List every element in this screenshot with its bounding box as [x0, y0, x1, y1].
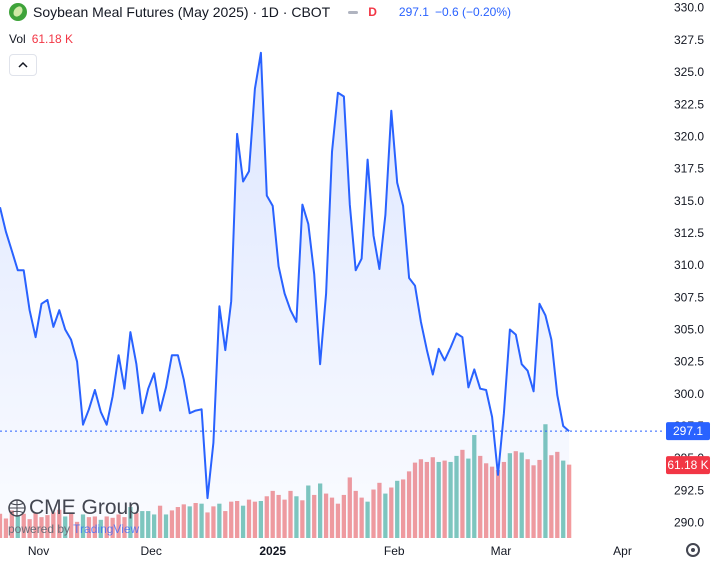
volume-value: 61.18 K [31, 32, 74, 46]
price-change: −0.6 (−0.20%) [434, 5, 511, 19]
y-tick-label: 312.5 [674, 226, 704, 240]
price-line [0, 51, 570, 500]
y-tick-label: 325.0 [674, 65, 704, 79]
y-tick-label: 305.0 [674, 322, 704, 336]
x-tick-label: Dec [141, 544, 162, 558]
watermark-powered: powered by [8, 522, 71, 536]
y-tick-label: 330.0 [674, 1, 704, 15]
symbol-title[interactable]: Soybean Meal Futures (May 2025) · 1D · C… [33, 4, 331, 20]
x-tick-label: Mar [491, 544, 512, 558]
y-tick-label: 322.5 [674, 97, 704, 111]
cme-globe-icon [8, 499, 26, 517]
y-tick-label: 302.5 [674, 355, 704, 369]
chevron-up-icon [18, 61, 28, 68]
y-tick-label: 317.5 [674, 162, 704, 176]
delayed-flag: D [368, 5, 377, 19]
last-price: 297.1 [398, 5, 429, 19]
volume-legend: Vol 61.18 K [9, 32, 73, 46]
y-tick-label: 300.0 [674, 387, 704, 401]
volume-badge: 61.18 K [667, 458, 708, 472]
y-tick-label: 327.5 [674, 33, 704, 47]
watermark-brand: CME Group [29, 496, 140, 519]
y-tick-label: 320.0 [674, 129, 704, 143]
chart-header: Soybean Meal Futures (May 2025) · 1D · C… [0, 0, 517, 24]
last-price-badge-bg [666, 422, 710, 441]
volume-label: Vol [9, 32, 26, 46]
axis-badges: 297.1 61.18 K [666, 422, 710, 475]
watermark: CME Group powered by TradingView [8, 496, 140, 536]
y-tick-label: 315.0 [674, 194, 704, 208]
settings-gear-icon[interactable] [686, 543, 700, 557]
y-tick-label: 292.5 [674, 483, 704, 497]
y-axis[interactable]: 290.0292.5295.0297.5300.0302.5305.0307.5… [674, 1, 704, 530]
last-price-badge: 297.1 [673, 424, 703, 438]
x-tick-label: Feb [384, 544, 405, 558]
collapse-legend-button[interactable] [9, 54, 37, 76]
x-axis[interactable]: Nov Dec 2025 Feb Mar Apr [28, 544, 632, 558]
x-tick-label: 2025 [259, 544, 286, 558]
watermark-tradingview: TradingView [73, 522, 140, 536]
volume-badge-bg [666, 456, 710, 475]
y-tick-label: 307.5 [674, 290, 704, 304]
y-tick-label: 310.0 [674, 258, 704, 272]
x-tick-label: Nov [28, 544, 49, 558]
x-tick-label: Apr [613, 544, 632, 558]
market-status-icon [348, 10, 359, 14]
volume-bar [567, 464, 572, 538]
soybean-logo-icon [9, 3, 27, 21]
y-tick-label: 290.0 [674, 516, 704, 530]
